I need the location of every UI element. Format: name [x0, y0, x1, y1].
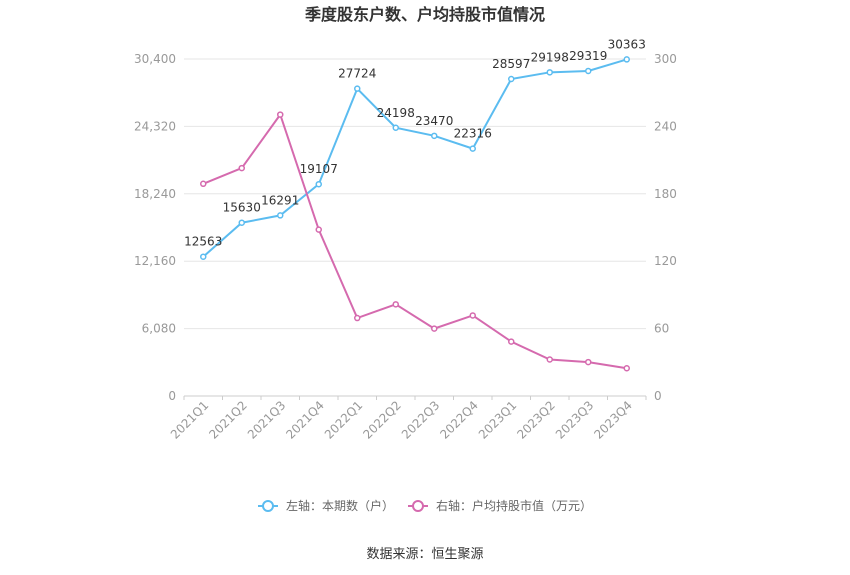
series-1-point — [238, 219, 245, 226]
x-axis-tick-label: 2023Q1 — [476, 398, 520, 442]
series-2-point — [431, 325, 438, 332]
series-1-point — [585, 67, 592, 75]
legend-swatch-marker — [262, 500, 274, 512]
data-label: 27724 — [338, 67, 376, 81]
series-2-point — [469, 312, 476, 319]
series-2-point — [392, 301, 399, 308]
data-label: 28597 — [492, 57, 530, 71]
right-axis-tick-label: 60 — [654, 322, 669, 336]
series-2-point — [508, 338, 515, 345]
x-axis-tick-label: 2022Q3 — [399, 398, 443, 442]
chart-title: 季度股东户数、户均持股市值情况 — [304, 5, 545, 24]
left-axis-tick-label: 12,160 — [134, 254, 176, 268]
data-label: 15630 — [223, 201, 261, 215]
series-2-point — [546, 356, 553, 363]
x-axis: 2021Q12021Q22021Q32021Q42022Q12022Q22022… — [168, 396, 647, 442]
right-axis-tick-label: 0 — [654, 389, 662, 403]
data-label: 29319 — [569, 49, 607, 63]
legend-item-2[interactable]: 右轴：户均持股市值（万元） — [408, 498, 592, 513]
data-source: 数据来源：恒生聚源 — [366, 547, 483, 562]
x-axis-tick-label: 2022Q1 — [322, 398, 366, 442]
x-axis-tick-label: 2022Q2 — [360, 398, 404, 442]
series-line-1 — [202, 58, 628, 258]
left-axis-tick-label: 6,080 — [142, 322, 176, 336]
x-axis-tick-label: 2021Q4 — [283, 398, 327, 442]
x-axis-tick-label: 2021Q2 — [206, 398, 250, 442]
data-label: 22316 — [454, 127, 492, 141]
data-label: 19107 — [300, 162, 338, 176]
legend-swatch-marker — [412, 500, 424, 512]
left-axis-tick-label: 30,400 — [134, 52, 176, 66]
x-axis-tick-label: 2022Q4 — [437, 398, 481, 442]
series-2-point — [315, 226, 322, 233]
grid-layer — [184, 58, 646, 397]
series-1-point — [623, 56, 630, 63]
series-layer — [200, 56, 630, 372]
data-label: 24198 — [377, 106, 415, 120]
legend[interactable]: 左轴：本期数（户） 右轴：户均持股市值（万元） — [258, 498, 592, 513]
series-1-point — [277, 212, 284, 219]
x-axis-tick-label: 2023Q3 — [553, 398, 597, 442]
series-2-point — [200, 180, 207, 188]
series-2-point — [277, 111, 284, 118]
series-1-point — [200, 253, 207, 260]
right-axis-tick-label: 180 — [654, 187, 677, 201]
series-1-point — [392, 124, 399, 132]
data-label: 16291 — [261, 193, 299, 207]
data-label: 30363 — [608, 37, 646, 51]
x-axis-tick-label: 2021Q3 — [245, 398, 289, 442]
legend-label: 左轴：本期数（户） — [286, 498, 394, 513]
series-1-point — [546, 69, 553, 76]
series-2-point — [354, 314, 361, 322]
series-1-point — [431, 132, 438, 140]
legend-label: 右轴：户均持股市值（万元） — [436, 498, 592, 513]
left-axis-tick-label: 24,320 — [134, 119, 176, 133]
left-axis: 0 6,080 12,160 18,240 24,320 30,400 — [134, 52, 176, 403]
data-label: 23470 — [415, 114, 453, 128]
series-1-point — [354, 85, 361, 92]
series-1-point — [508, 75, 515, 83]
x-axis-tick-label: 2023Q4 — [591, 398, 635, 442]
series-2-point — [238, 164, 245, 172]
right-axis-tick-label: 120 — [654, 254, 677, 268]
series-line-2 — [202, 112, 627, 370]
data-label: 29198 — [531, 50, 569, 64]
right-axis-tick-label: 300 — [654, 52, 677, 66]
right-axis: 0 60 120 180 240 300 — [654, 52, 677, 403]
left-axis-tick-label: 18,240 — [134, 187, 176, 201]
legend-item-1[interactable]: 左轴：本期数（户） — [258, 498, 394, 513]
left-axis-tick-label: 0 — [168, 389, 176, 403]
x-axis-tick-label: 2023Q2 — [514, 398, 558, 442]
series-1-point — [469, 145, 476, 152]
series-2-point — [623, 365, 630, 372]
x-axis-tick-label: 2021Q1 — [168, 398, 212, 442]
series-1-point — [315, 180, 322, 188]
data-label: 12563 — [184, 235, 222, 249]
series-2-point — [585, 358, 592, 366]
right-axis-tick-label: 240 — [654, 119, 677, 133]
